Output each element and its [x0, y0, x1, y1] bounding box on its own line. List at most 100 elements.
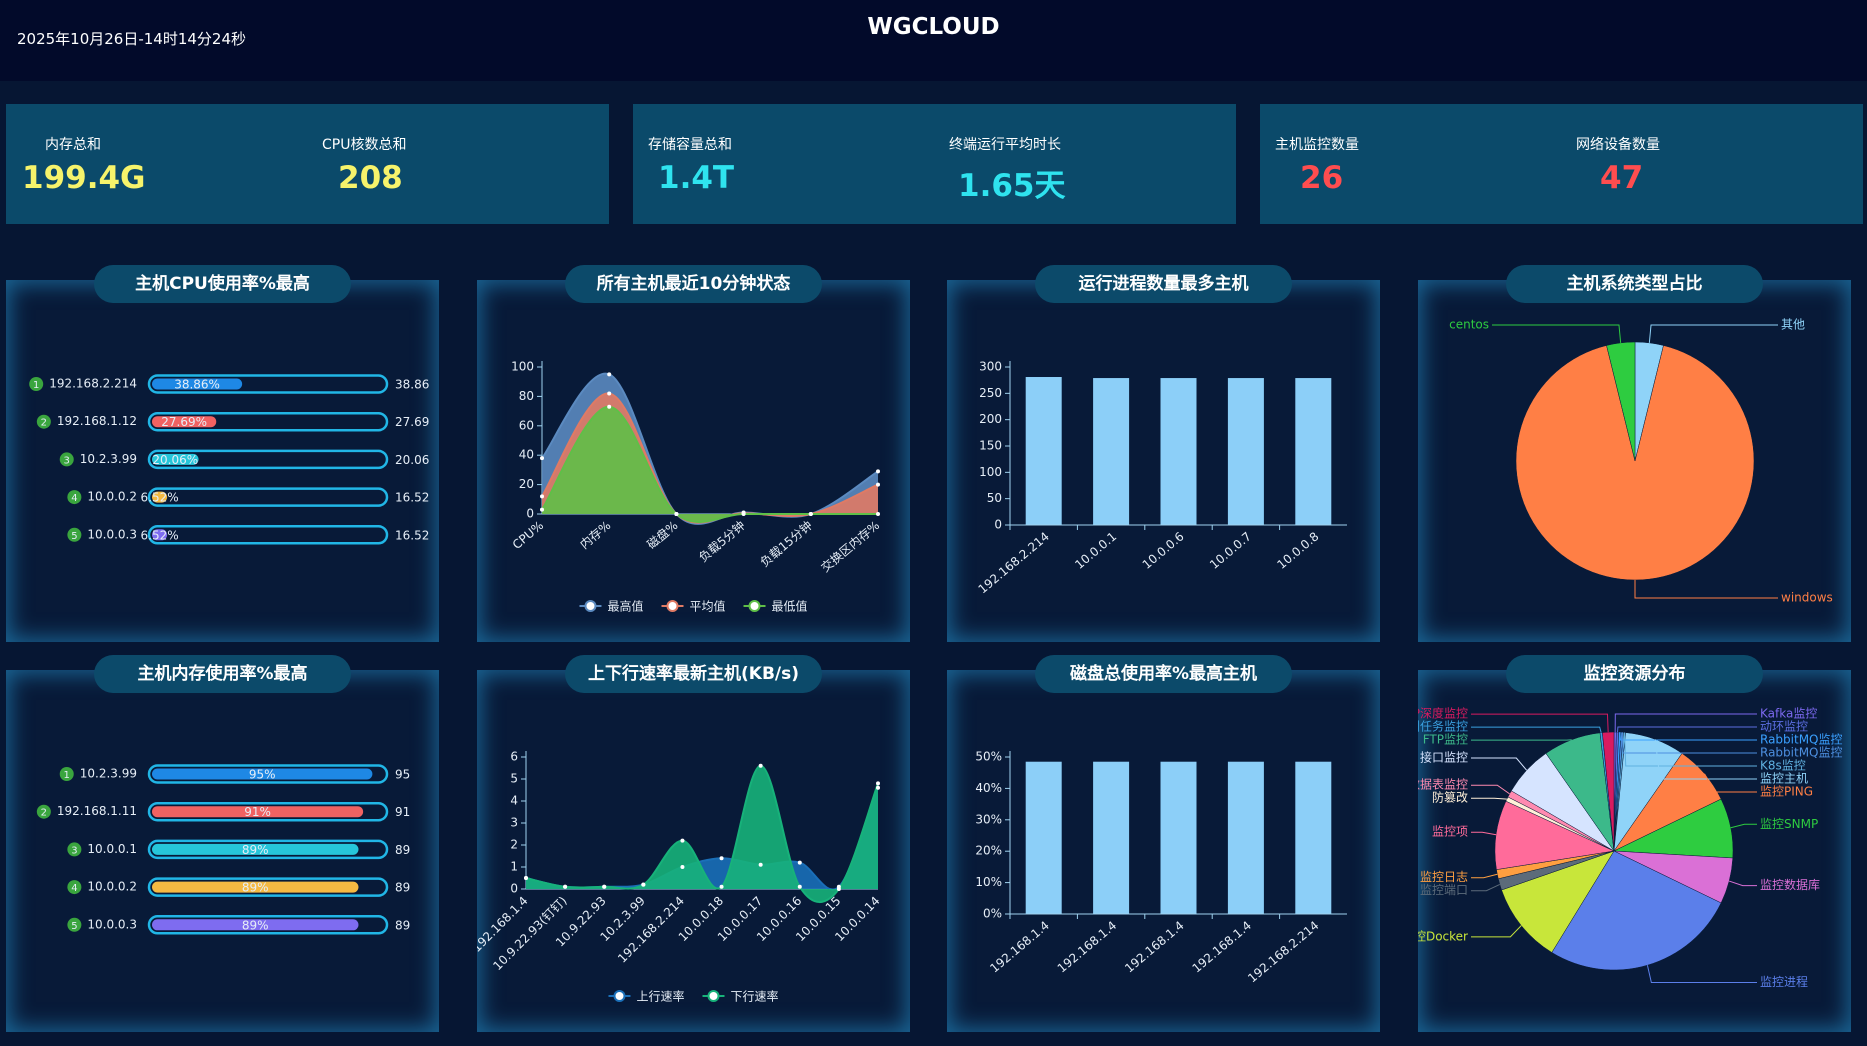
stat-value: 1.4T: [658, 160, 735, 196]
y-tick-label: 40: [519, 448, 534, 462]
x-tick-label: 10.0.0.8: [1274, 529, 1321, 572]
bar: [152, 768, 373, 780]
bar: [152, 806, 364, 818]
area: [526, 765, 878, 903]
y-tick-label: 40%: [975, 781, 1002, 795]
x-tick-label: 内存%: [577, 518, 613, 551]
point: [719, 884, 724, 889]
panel-body: 0 1 2 3 4 5 6 192.168.1.4 10.9.22.93(钉钉) 10.9.22.…: [477, 670, 910, 1032]
y-tick-label: 100: [979, 465, 1002, 479]
point: [719, 856, 724, 861]
value-label: 16.52: [395, 528, 429, 542]
value-label: 89: [395, 918, 410, 932]
stat-card: 内存总和 199.4G CPU核数总和 208: [6, 104, 609, 224]
page-title: WGCLOUD: [867, 14, 1000, 40]
rank-badge: [36, 804, 51, 819]
stat-card: 存储容量总和 1.4T 终端运行平均时长 1.65天: [633, 104, 1236, 224]
bar: [152, 416, 217, 428]
stat-value: 47: [1600, 160, 1644, 196]
x-tick-label: 负载5分钟: [696, 517, 748, 564]
value-label: 16.52: [395, 491, 429, 505]
chart: 10.2.3.99 1 95% 95 192.168.1.11 2 91% 91 10.0.0.…: [36, 764, 410, 935]
bar: [152, 843, 359, 855]
host-ip: 10.2.3.99: [80, 452, 137, 466]
bar-label: 95%: [249, 768, 276, 782]
slice-label: K8s监控: [1760, 759, 1806, 773]
bar-track: [147, 877, 389, 897]
slice-label: 监控Docker: [1418, 929, 1468, 943]
panel-body: 10.2.3.99 1 95% 95 192.168.1.11 2 91% 91 10.0.0.…: [6, 670, 439, 1032]
chart: 0 20 40 60 80 100 CPU% 内存% 磁盘% 负载5分钟 负载15分钟 交换区内存% 最…: [510, 360, 882, 614]
y-tick-label: 20: [519, 477, 534, 491]
stat-value: 26: [1300, 160, 1344, 196]
slice-label: centos: [1449, 317, 1489, 331]
slice-label: 数据表监控: [1418, 777, 1468, 792]
slice-label: 监控数据库: [1760, 877, 1820, 892]
stat-label: 终端运行平均时长: [949, 137, 1061, 153]
rank-number: 4: [71, 493, 77, 504]
point: [741, 512, 746, 516]
bar-track: [147, 764, 389, 784]
value-label: 95: [395, 768, 410, 782]
rank-number: 5: [71, 531, 77, 542]
stat-label: 网络设备数量: [1576, 137, 1660, 153]
panel-body: 192.168.2.214 1 38.86% 38.86 192.168.1.12 2 27…: [6, 280, 439, 642]
rank-number: 2: [41, 808, 47, 819]
leader-line: [1471, 797, 1507, 800]
area: [542, 406, 878, 522]
bar: [1160, 378, 1197, 525]
host-ip: 10.0.0.1: [87, 842, 137, 856]
point: [674, 512, 679, 516]
x-tick-label: 磁盘%: [644, 517, 681, 551]
bar-track: [147, 801, 389, 822]
panel-title: 监控资源分布: [1506, 655, 1763, 693]
slice-label: 防篡改: [1432, 790, 1468, 805]
panel: 其他 windows centos 主机系统类型占比: [1418, 265, 1851, 642]
chart: 192.168.1.4 192.168.1.4 192.168.1.4 192.168…: [975, 750, 1347, 985]
panel-body: Kafka监控 动环监控 RabbitMQ监控 RabbitMQ监控 K8s监控 监控主机…: [1418, 670, 1851, 1032]
slice-label: 监控SNMP: [1760, 817, 1818, 831]
rank-badge: [67, 490, 82, 505]
rank-badge: [36, 414, 51, 429]
point: [607, 391, 612, 396]
bar-track: [147, 525, 389, 545]
stat-value: 208: [338, 160, 403, 196]
slice-label: 监控项: [1432, 825, 1468, 839]
leader-line: [1648, 324, 1778, 343]
bar: [1093, 378, 1130, 525]
point: [680, 838, 685, 843]
bar-track: [147, 487, 389, 507]
point: [607, 372, 612, 377]
y-tick-label: 0: [994, 518, 1002, 532]
panel-title: 主机内存使用率%最高: [94, 655, 351, 693]
value-label: 20.06: [395, 453, 429, 467]
slice-label: Kafka监控: [1760, 707, 1817, 721]
y-tick-label: 200: [979, 412, 1002, 426]
pie-slice: [1515, 345, 1755, 581]
y-tick-label: 0: [510, 882, 518, 896]
host-ip: 10.0.0.3: [87, 917, 137, 931]
y-tick-label: 60: [519, 418, 534, 432]
pie-slice: [1551, 850, 1722, 971]
bar-track: [147, 449, 389, 470]
y-tick-label: 50: [987, 491, 1002, 505]
bar: [152, 491, 168, 503]
slice-label: SNMP深度监控: [1418, 706, 1468, 721]
y-tick-label: 100: [511, 360, 534, 374]
legend-marker: [584, 600, 597, 612]
stat-label: 内存总和: [45, 137, 101, 153]
bar: [152, 378, 243, 390]
panel-body: 192.168.1.4 192.168.1.4 192.168.1.4 192.168…: [947, 670, 1380, 1032]
bar-track: [147, 839, 389, 860]
bar-label: 89%: [242, 881, 269, 895]
bar: [1160, 761, 1197, 914]
host-ip: 10.2.3.99: [80, 767, 137, 781]
rank-number: 4: [71, 883, 77, 894]
header: 2025年10月26日-14时14分24秒 WGCLOUD: [0, 0, 1867, 81]
bar: [1025, 377, 1062, 525]
stat-label: CPU核数总和: [322, 137, 407, 153]
leader-line: [1471, 831, 1497, 836]
chart: 192.168.2.214 10.0.0.1 10.0.0.6 10.0.0.7 10.…: [976, 360, 1347, 596]
chart: 其他 windows centos: [1449, 317, 1833, 604]
